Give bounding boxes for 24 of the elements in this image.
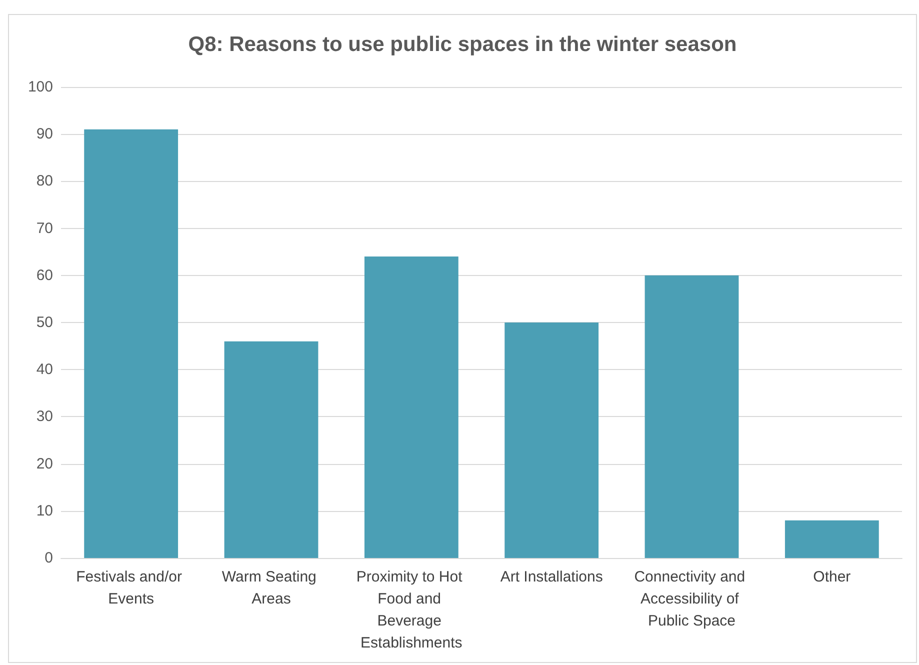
y-tick-label: 40 (36, 361, 53, 378)
bar (784, 520, 879, 558)
bar (84, 129, 178, 558)
y-tick-label: 20 (36, 455, 53, 472)
bar (364, 256, 458, 558)
y-tick-label: 10 (36, 502, 53, 520)
y-tick-label: 0 (44, 550, 53, 566)
x-tick-label: Warm Seating Areas (222, 568, 321, 608)
x-tick-label: Art Installations (500, 568, 603, 586)
bar (224, 341, 318, 558)
x-tick-label: Connectivity and Accessibility of Public Space (634, 568, 750, 630)
x-tick-label: Festivals and/or Events (76, 568, 186, 608)
x-tick-label: Other (813, 568, 851, 586)
bar (504, 322, 599, 558)
bar (644, 275, 739, 558)
chart-title: Q8: Reasons to use public spaces in the winter season (188, 33, 737, 56)
y-tick-label: 60 (36, 266, 53, 284)
y-tick-label: 30 (36, 408, 53, 426)
x-tick-label: Proximity to Hot Food and Beverage Establishments (356, 568, 466, 652)
y-tick-label: 80 (36, 172, 53, 190)
y-tick-label: 70 (36, 220, 53, 237)
y-tick-label: 100 (28, 78, 53, 96)
y-tick-label: 50 (36, 314, 53, 331)
y-tick-label: 90 (36, 126, 53, 143)
